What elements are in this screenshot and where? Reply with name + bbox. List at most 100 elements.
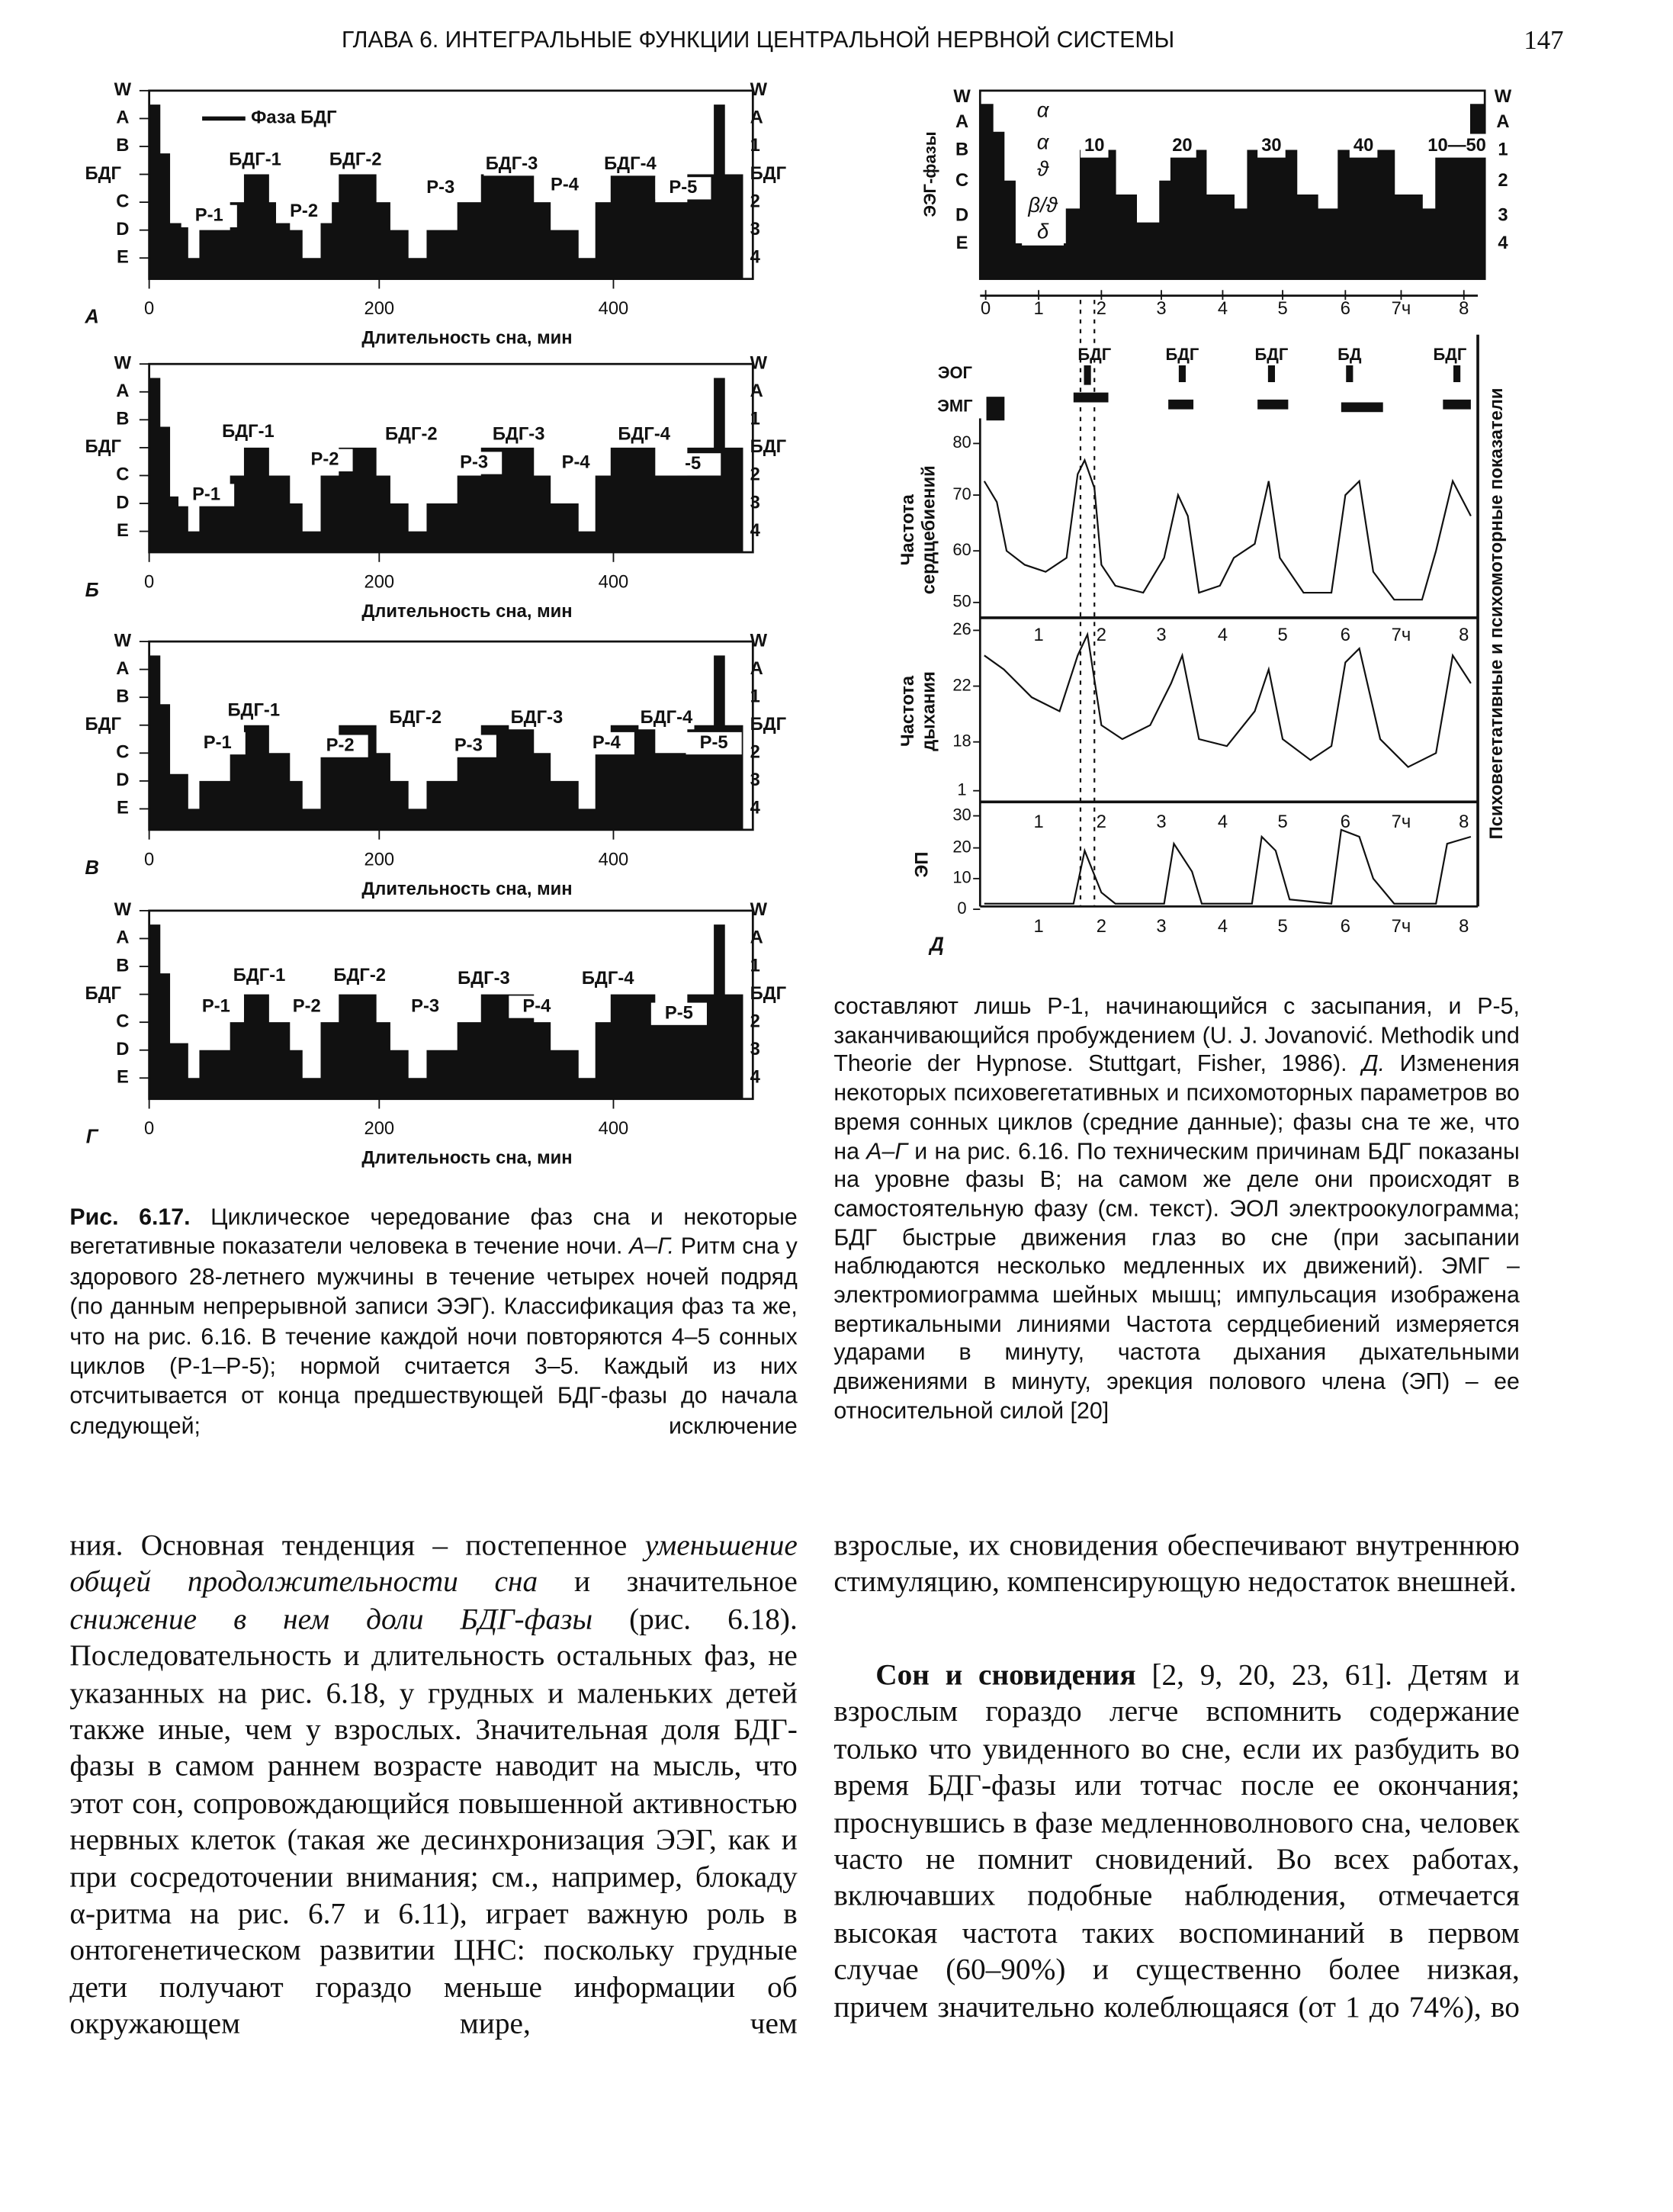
text-run: А–Г.	[629, 1233, 675, 1260]
cycle-annotation: Р-3	[411, 995, 439, 1016]
ep-tick: 10	[952, 868, 971, 887]
text-run: уменьшение общей продолжительности сна	[69, 1528, 798, 1600]
annotation-bg	[178, 484, 235, 506]
resp-tick: 26	[952, 619, 971, 638]
caption-right: составляют лишь Р-1, начинающийся с засы…	[833, 993, 1520, 1426]
cycle-bg	[1257, 133, 1286, 158]
stage-label-right: 1	[750, 686, 760, 706]
annotation-bg	[276, 201, 332, 223]
text-run: взрослые, их сновидения обеспечивают вну…	[833, 1528, 1520, 1600]
cycle-annotation: БДГ-3	[458, 968, 510, 989]
cycle-annotation: БДГ-4	[618, 424, 670, 445]
running-title: ГЛАВА 6. ИНТЕГРАЛЬНЫЕ ФУНКЦИИ ЦЕНТРАЛЬНО…	[341, 27, 1175, 53]
cycle-minutes: 40	[1353, 135, 1373, 156]
cycle-annotation: Р-4	[551, 174, 580, 195]
stage-label-left: A	[116, 381, 129, 401]
eeg-stage-right: 4	[1498, 233, 1508, 253]
hour-label: 8	[1459, 812, 1469, 832]
stage-label-left: D	[116, 492, 129, 513]
hour-label: 2	[1097, 812, 1106, 832]
stage-label-right: 2	[750, 191, 760, 211]
stage-label-right: 1	[750, 135, 760, 156]
cycle-annotation: Р-2	[311, 449, 339, 470]
ep-tick: 30	[952, 805, 971, 824]
cycle-annotation: Р-2	[290, 201, 318, 221]
hr-tick: 80	[952, 432, 971, 452]
stage-label-right: 4	[750, 520, 761, 541]
resp-axis-title-line: Частота	[898, 675, 918, 747]
hr-axis-title-line: Частота	[898, 494, 918, 565]
cycle-bg	[1349, 133, 1378, 158]
ep-tick: 20	[952, 837, 971, 856]
hour-label: 2	[1097, 298, 1106, 319]
stage-label-right: 4	[750, 1067, 761, 1088]
stage-label-right: 1	[750, 409, 760, 429]
annotation-bg	[188, 995, 244, 1018]
stage-label-right: 2	[750, 742, 760, 763]
eeg-stage-left: D	[955, 205, 968, 226]
stage-label-right: W	[750, 630, 768, 651]
emg-label: ЭМГ	[937, 397, 972, 416]
x-tick-label: 0	[144, 849, 154, 870]
eeg-stage-right: 3	[1498, 205, 1508, 226]
resp-tick: 22	[952, 675, 971, 694]
stage-label-right: A	[750, 928, 763, 948]
stage-label-left: E	[117, 1067, 129, 1088]
eeg-stage-right: 2	[1498, 170, 1508, 191]
cycle-bg	[1426, 133, 1488, 158]
eeg-rhythm: α	[1037, 130, 1050, 154]
annotation-bg	[509, 995, 565, 1018]
annotation-bg	[387, 706, 444, 730]
stage-label-left: B	[116, 686, 129, 706]
stage-label-left: W	[114, 899, 132, 920]
cycle-annotation: Р-5	[665, 1002, 693, 1023]
stage-label-left: БДГ	[85, 163, 121, 184]
ep-axis-title: ЭП	[912, 852, 933, 878]
resp-tick: 1	[957, 780, 966, 799]
body-right-paragraph: Сон и сновидения [2, 9, 20, 23, 61]. Дет…	[833, 1657, 1520, 2025]
eeg-stage-left: B	[955, 140, 968, 160]
stage-label-left: W	[114, 79, 132, 100]
stage-label-left: D	[116, 219, 129, 240]
annotation-bg	[509, 706, 565, 730]
annotation-bg	[616, 423, 673, 447]
stage-label-left: D	[116, 1039, 129, 1059]
annotation-bg	[327, 149, 384, 172]
annotation-bg	[312, 735, 368, 757]
rhythm-bg	[1022, 194, 1064, 220]
cycle-annotation: Р-1	[195, 205, 223, 226]
hour-label: 6	[1341, 625, 1350, 645]
resp-axis-title: Частотадыхания	[898, 671, 939, 751]
annotation-bg	[446, 452, 503, 474]
stage-label-left: B	[116, 135, 129, 156]
stage-label-right: W	[750, 352, 768, 373]
stage-label-left: D	[116, 770, 129, 790]
hour-label: 5	[1277, 298, 1287, 319]
stage-label-left: B	[116, 409, 129, 429]
x-tick-label: 200	[364, 572, 394, 593]
hour-label: 7ч	[1392, 916, 1411, 937]
text-run: и значительное	[538, 1565, 798, 1600]
hour-label: 8	[1459, 625, 1469, 645]
hr-axis-title: Частотасердцебиений	[898, 465, 939, 594]
cycle-annotation: БДГ-1	[222, 421, 275, 442]
cycle-annotation: БДГ-1	[227, 700, 280, 721]
resp-tick: 18	[952, 731, 971, 750]
x-tick-label: 0	[144, 298, 154, 319]
stage-label-left: E	[117, 798, 129, 818]
hour-label: 3	[1156, 625, 1166, 645]
hour-label: 0	[981, 298, 991, 319]
x-axis-label: Длительность сна, мин	[361, 328, 572, 349]
annotation-bg	[490, 423, 547, 447]
stage-label-left: A	[116, 658, 129, 679]
panel-d-drawing	[978, 89, 1486, 908]
stage-label-left: E	[117, 520, 129, 541]
text-run: составляют лишь Р-1, начинающийся с засы…	[833, 992, 1520, 1078]
annotation-bg	[580, 967, 636, 991]
cycle-annotation: БДГ-2	[333, 965, 386, 985]
hour-label: 7ч	[1392, 812, 1411, 832]
